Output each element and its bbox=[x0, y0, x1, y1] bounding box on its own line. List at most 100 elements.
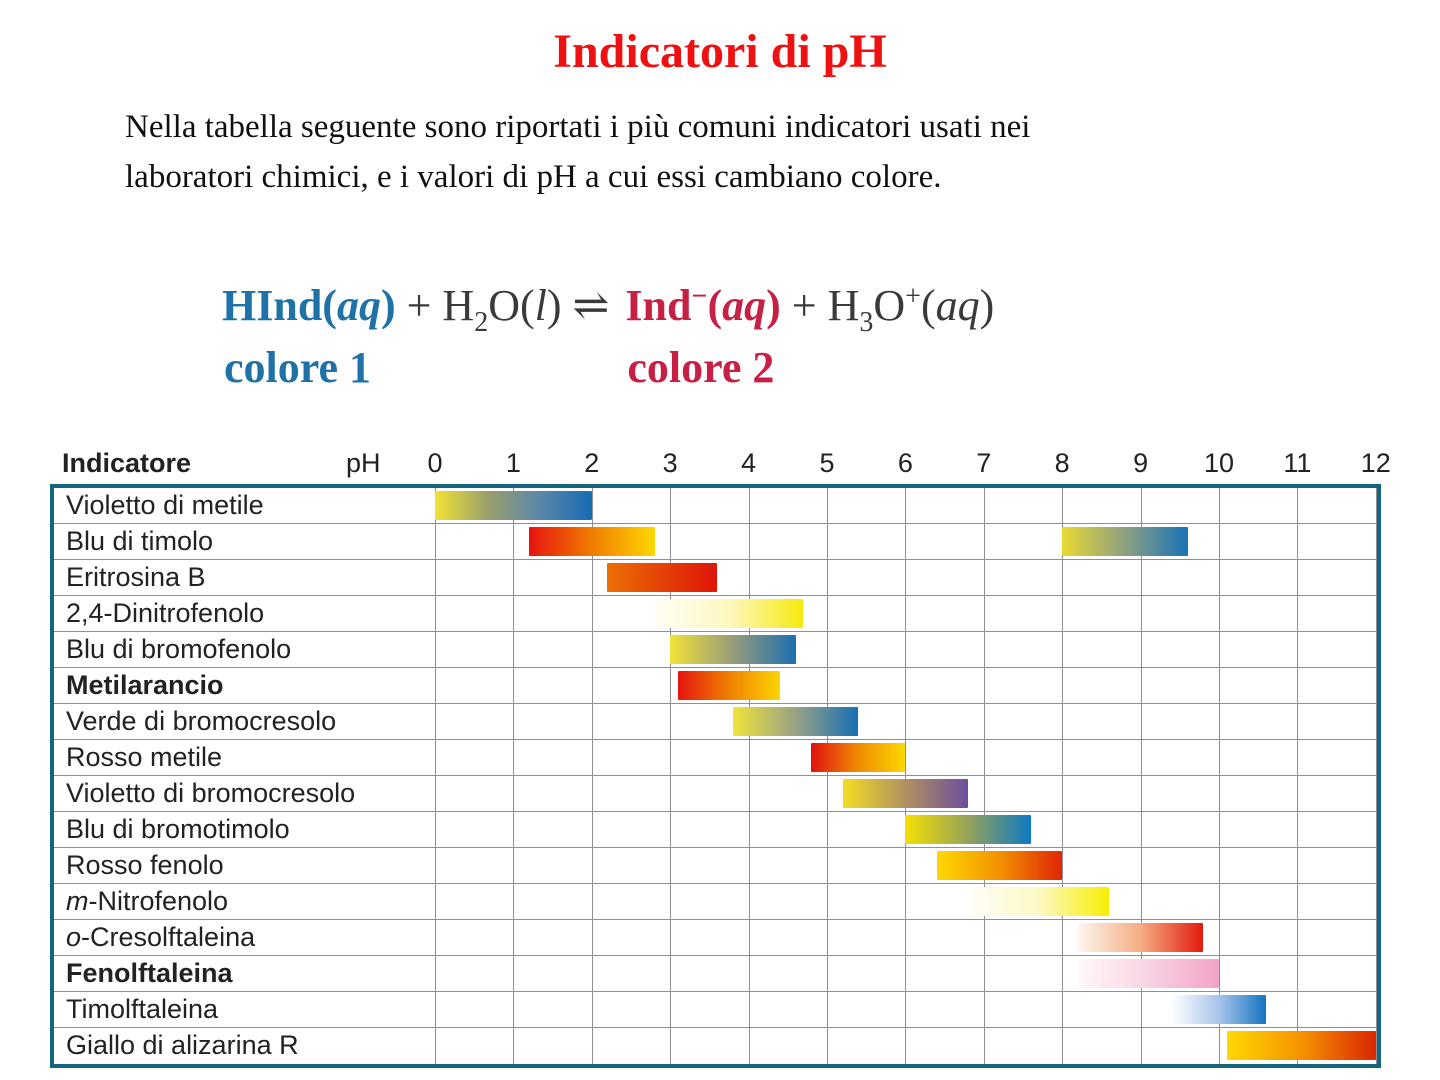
equation-segment: + bbox=[905, 281, 921, 312]
grid-line bbox=[748, 488, 750, 1064]
equation-segment: O bbox=[873, 281, 906, 330]
intro-line-1: Nella tabella seguente sono riportati i … bbox=[125, 109, 1031, 145]
ph-range-bar bbox=[1226, 1031, 1376, 1060]
equation-segment: + H bbox=[395, 281, 475, 330]
indicator-name: Violetto di metile bbox=[66, 490, 264, 520]
ph-tick-label: 4 bbox=[741, 448, 757, 478]
indicator-name: Violetto di bromocresolo bbox=[66, 778, 356, 808]
table-row: Eritrosina B bbox=[54, 560, 1377, 596]
grid-line bbox=[670, 488, 672, 1064]
ph-range-bar bbox=[1062, 527, 1188, 556]
indicator-table-wrap: Indicatore pH 0 1 2 3 4 5 6 7 8 9 10 11 12 Violetto … bbox=[50, 448, 1391, 1068]
grid-line bbox=[827, 488, 828, 1064]
ph-tick-label: 3 bbox=[662, 448, 678, 478]
equation-group: HInd(aq) + H2O(l) ⇌ colore 1 bbox=[222, 280, 610, 392]
ph-tick-label: 10 bbox=[1203, 448, 1235, 478]
ph-range-bar bbox=[607, 563, 718, 592]
ph-range-bar bbox=[936, 851, 1063, 880]
ph-tick-label: 8 bbox=[1054, 448, 1070, 478]
table-row: Fenolftaleina bbox=[54, 956, 1377, 992]
equation-segment: ) bbox=[546, 281, 562, 330]
equation-segment: ( bbox=[707, 281, 723, 330]
ph-tick-label: 1 bbox=[505, 448, 521, 478]
equation-segment: ( bbox=[920, 281, 936, 330]
ph-range-bar bbox=[732, 707, 859, 736]
ph-tick-label: 0 bbox=[427, 448, 443, 478]
header-indicatore: Indicatore bbox=[62, 448, 192, 478]
equation-group: Ind−(aq) + H3O+(aq) colore 2 bbox=[625, 280, 995, 392]
ph-range-bar bbox=[811, 743, 906, 772]
indicator-name: Metilarancio bbox=[66, 670, 224, 700]
header-ph-label: pH bbox=[346, 448, 381, 478]
table-row: Violetto di metile bbox=[54, 488, 1377, 524]
indicator-name: m-Nitrofenolo bbox=[66, 886, 229, 916]
indicator-name: Giallo di alizarina R bbox=[66, 1030, 299, 1060]
table-row: 2,4-Dinitrofenolo bbox=[54, 596, 1377, 632]
ph-tick-label: 7 bbox=[976, 448, 992, 478]
equation-segment: aq bbox=[722, 281, 767, 330]
indicator-table: Violetto di metile Blu di timolo Eritrosin… bbox=[50, 484, 1381, 1068]
grid-line bbox=[1375, 488, 1377, 1064]
ph-tick-label: 5 bbox=[819, 448, 835, 478]
grid-line bbox=[983, 488, 985, 1064]
ph-range-bar bbox=[678, 671, 780, 700]
indicator-name: Verde di bromocresolo bbox=[66, 706, 337, 736]
ph-tick-label: 11 bbox=[1283, 448, 1312, 478]
intro-text: Nella tabella seguente sono riportati i … bbox=[125, 102, 1285, 202]
equation-segment: ⇌ bbox=[561, 281, 610, 330]
table-row: Rosso metile bbox=[54, 740, 1377, 776]
equation-segment: O( bbox=[488, 281, 535, 330]
equation-segment: HInd( bbox=[222, 281, 337, 330]
grid-line bbox=[1219, 488, 1220, 1064]
ph-tick-label: 12 bbox=[1360, 448, 1391, 478]
table-row: Blu di bromotimolo bbox=[54, 812, 1377, 848]
grid-line bbox=[1297, 488, 1299, 1064]
table-row: Blu di timolo bbox=[54, 524, 1377, 560]
equation-segment: ) bbox=[979, 281, 995, 330]
ph-range-bar bbox=[529, 527, 655, 556]
equation-segment: aq bbox=[935, 281, 980, 330]
ph-grid bbox=[54, 488, 1377, 1064]
ph-range-bar bbox=[1171, 995, 1267, 1024]
grid-line bbox=[591, 488, 593, 1064]
grid-line bbox=[905, 488, 907, 1064]
ph-range-bar bbox=[654, 599, 804, 628]
ph-range-bar bbox=[1077, 959, 1219, 988]
table-row: Metilarancio bbox=[54, 668, 1377, 704]
equilibrium-equation: HInd(aq) + H2O(l) ⇌ colore 1 Ind−(aq) + H3… bbox=[222, 280, 994, 410]
ph-tick-label: 9 bbox=[1133, 448, 1149, 478]
ph-range-bar bbox=[1077, 923, 1204, 952]
table-row: Verde di bromocresolo bbox=[54, 704, 1377, 740]
ph-tick-label: 6 bbox=[897, 448, 913, 478]
grid-line bbox=[435, 488, 436, 1064]
ph-range-bar bbox=[905, 815, 1031, 844]
equation-segment: 3 bbox=[859, 307, 874, 338]
equation-segment: + H bbox=[780, 281, 860, 330]
table-row: Timolftaleina bbox=[54, 992, 1377, 1028]
ph-range-bar bbox=[968, 887, 1110, 916]
equation-segment: l bbox=[534, 281, 547, 330]
page-title: Indicatori di pH bbox=[553, 25, 887, 78]
indicator-name: 2,4-Dinitrofenolo bbox=[66, 598, 265, 628]
table-row: o-Cresolftaleina bbox=[54, 920, 1377, 956]
indicator-name: Rosso fenolo bbox=[66, 850, 224, 880]
equation-segment: Ind bbox=[625, 281, 692, 330]
table-row: Violetto di bromocresolo bbox=[54, 776, 1377, 812]
indicator-name: Blu di timolo bbox=[66, 526, 214, 556]
equation-color-label: colore 1 bbox=[224, 343, 372, 392]
table-row: Blu di bromofenolo bbox=[54, 632, 1377, 668]
table-row: Rosso fenolo bbox=[54, 848, 1377, 884]
equation-segment: ) bbox=[766, 281, 781, 330]
indicator-name: Rosso metile bbox=[66, 742, 223, 772]
ph-range-bar bbox=[435, 491, 592, 520]
indicator-name: Eritrosina B bbox=[66, 562, 206, 592]
table-header: Indicatore pH 0 1 2 3 4 5 6 7 8 9 10 11 12 bbox=[50, 448, 1391, 484]
indicator-name: Blu di bromofenolo bbox=[66, 634, 292, 664]
grid-line bbox=[1062, 488, 1064, 1064]
grid-line bbox=[1140, 488, 1142, 1064]
equation-segment: aq bbox=[336, 281, 381, 330]
equation-segment: − bbox=[691, 281, 708, 312]
indicator-name: Fenolftaleina bbox=[66, 958, 233, 988]
equation-segment: 2 bbox=[474, 307, 489, 338]
intro-line-2: laboratori chimici, e i valori di pH a c… bbox=[125, 159, 942, 195]
